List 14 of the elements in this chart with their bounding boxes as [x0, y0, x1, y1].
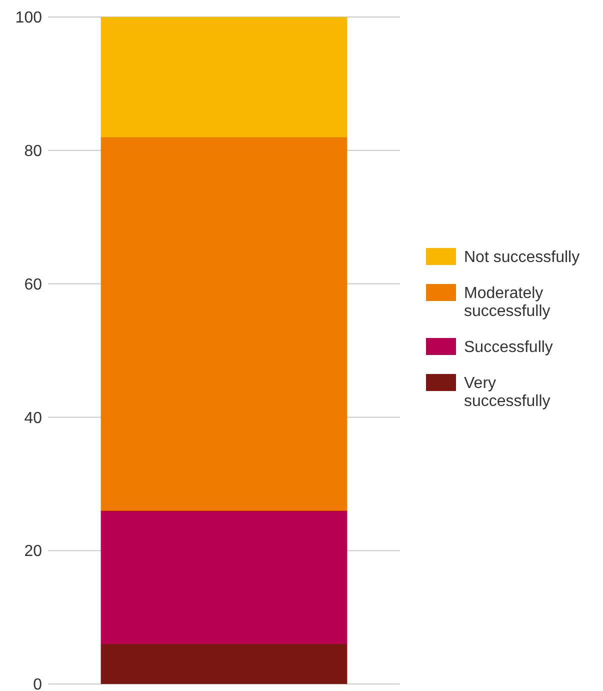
- legend-label: Very successfully: [464, 375, 550, 410]
- y-tick-label: 80: [24, 143, 42, 160]
- y-tick-label: 60: [24, 276, 42, 294]
- bar: [100, 644, 348, 684]
- y-tick-label: 20: [24, 543, 42, 560]
- bar: [100, 17, 348, 138]
- y-tick-label: 0: [33, 676, 42, 691]
- y-tick-label: 100: [15, 10, 42, 27]
- legend-label: Not successfully: [464, 249, 580, 266]
- legend-label: Successfully: [464, 339, 553, 356]
- bar: [100, 510, 348, 644]
- bar: [100, 137, 348, 511]
- y-tick-label: 40: [24, 410, 42, 427]
- legend-label: Moderately successfully: [464, 285, 550, 320]
